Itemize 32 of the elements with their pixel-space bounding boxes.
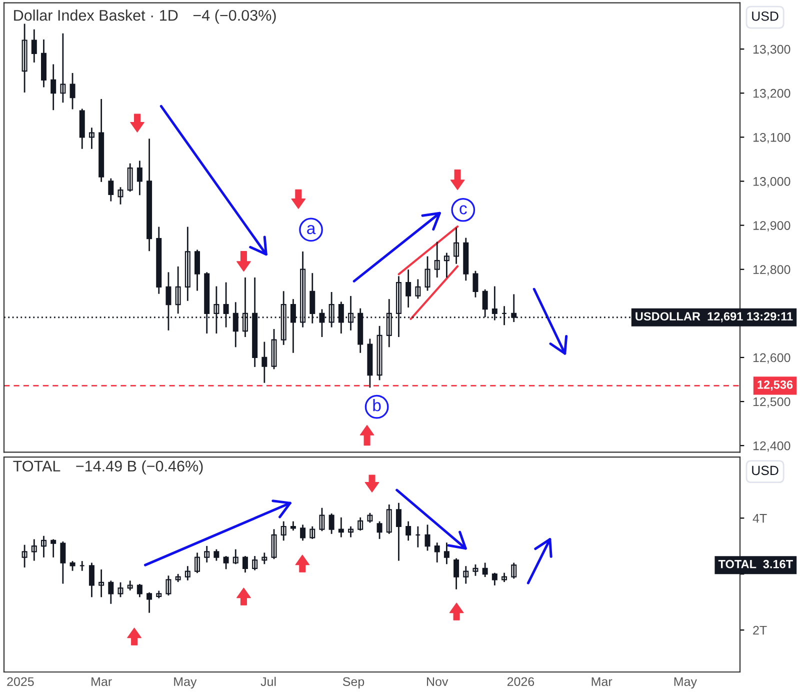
x-tick-label: May bbox=[174, 677, 197, 689]
x-tick-label: May bbox=[674, 677, 697, 689]
x-tick-label: Mar bbox=[92, 677, 112, 686]
y-tick-label: 12,500 bbox=[753, 397, 790, 408]
y-tick-label: 2T bbox=[753, 626, 767, 635]
y-tick-label: 13,000 bbox=[753, 177, 790, 188]
x-tick-label: Sep bbox=[342, 677, 364, 689]
text: USD bbox=[752, 11, 778, 21]
x-tick-label: Jul bbox=[260, 676, 276, 686]
annotation: TOTAL 3.16T bbox=[718, 560, 793, 568]
y-tick-label: 13,300 bbox=[753, 44, 790, 56]
x-tick-label: Nov bbox=[427, 677, 448, 686]
y-tick-label: 4T bbox=[752, 514, 767, 523]
x-tick-label: 2026 bbox=[507, 677, 534, 686]
y-tick-label: 12,600 bbox=[753, 353, 790, 364]
y-tick-label: 12,400 bbox=[753, 441, 790, 452]
chart-title: Dollar Index Basket · 1D bbox=[14, 10, 178, 21]
chart-subtitle: −14.49 B (−0.46%) bbox=[76, 460, 203, 475]
y-tick-label: 12,900 bbox=[753, 221, 790, 232]
x-tick-label: Mar bbox=[592, 677, 612, 686]
y-tick-label: 12,800 bbox=[753, 265, 790, 276]
text: USD bbox=[752, 466, 778, 476]
ref-line-label: USDOLLAR 12,691 13:29:11 bbox=[636, 312, 793, 322]
y-tick-label: 13,100 bbox=[753, 132, 790, 144]
annotation: c bbox=[460, 205, 467, 214]
y-tick-label: 13,200 bbox=[753, 88, 790, 100]
chart-title: TOTAL bbox=[13, 460, 60, 472]
annotation: b bbox=[373, 399, 381, 412]
annotation: a bbox=[307, 225, 316, 234]
ref-line-label: 12,536 bbox=[758, 380, 793, 391]
x-tick-label: 2025 bbox=[7, 677, 34, 686]
chart-subtitle: −4 (−0.03%) bbox=[193, 10, 276, 24]
